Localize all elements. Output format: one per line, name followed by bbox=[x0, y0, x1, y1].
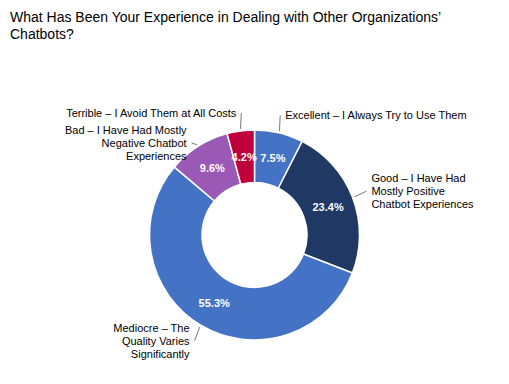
category-label: Bad – I Have Had MostlyNegative ChatbotE… bbox=[65, 124, 187, 162]
title-line: What Has Been Your Experience in Dealing… bbox=[10, 9, 441, 25]
category-label-line: Negative Chatbot bbox=[102, 137, 187, 149]
category-label-line: Experiences bbox=[126, 150, 187, 162]
category-label-line: Terrible – I Avoid Them at All Costs bbox=[66, 107, 237, 119]
category-label-line: Mediocre – The bbox=[113, 322, 189, 334]
category-label-line: Significantly bbox=[131, 348, 190, 360]
category-label-line: Mostly Positive bbox=[371, 185, 444, 197]
percent-label: 4.2% bbox=[232, 151, 257, 163]
category-label-line: Quality Varies bbox=[122, 335, 190, 347]
category-label-line: Excellent – I Always Try to Use Them bbox=[285, 109, 466, 121]
category-label-line: Good – I Have Had bbox=[371, 172, 465, 184]
title: What Has Been Your Experience in Dealing… bbox=[10, 9, 441, 42]
donut: 7.5% 23.4% 55.3% 9.6% 4.2% Excellent – I Alwa… bbox=[65, 107, 474, 360]
leader-line bbox=[195, 327, 200, 341]
title-line: Chatbots? bbox=[10, 26, 74, 42]
category-label-line: Chatbot Experiences bbox=[371, 198, 474, 210]
percent-label: 7.5% bbox=[260, 152, 285, 164]
leader-line bbox=[279, 115, 281, 131]
category-label: Terrible – I Avoid Them at All Costs bbox=[66, 107, 237, 119]
leader-line bbox=[354, 191, 366, 197]
category-label: Good – I Have HadMostly PositiveChatbot … bbox=[371, 172, 474, 210]
percent-label: 23.4% bbox=[312, 201, 343, 213]
percent-label: 9.6% bbox=[200, 162, 225, 174]
category-label: Excellent – I Always Try to Use Them bbox=[285, 109, 466, 121]
leader-line bbox=[240, 113, 242, 129]
slice bbox=[149, 167, 352, 340]
category-label: Mediocre – TheQuality VariesSignificantl… bbox=[113, 322, 190, 360]
leader-line bbox=[192, 143, 198, 145]
percent-label: 55.3% bbox=[199, 297, 230, 309]
slice bbox=[278, 141, 359, 273]
category-label-line: Bad – I Have Had Mostly bbox=[65, 124, 187, 136]
chart: What Has Been Your Experience in Dealing… bbox=[0, 0, 509, 384]
